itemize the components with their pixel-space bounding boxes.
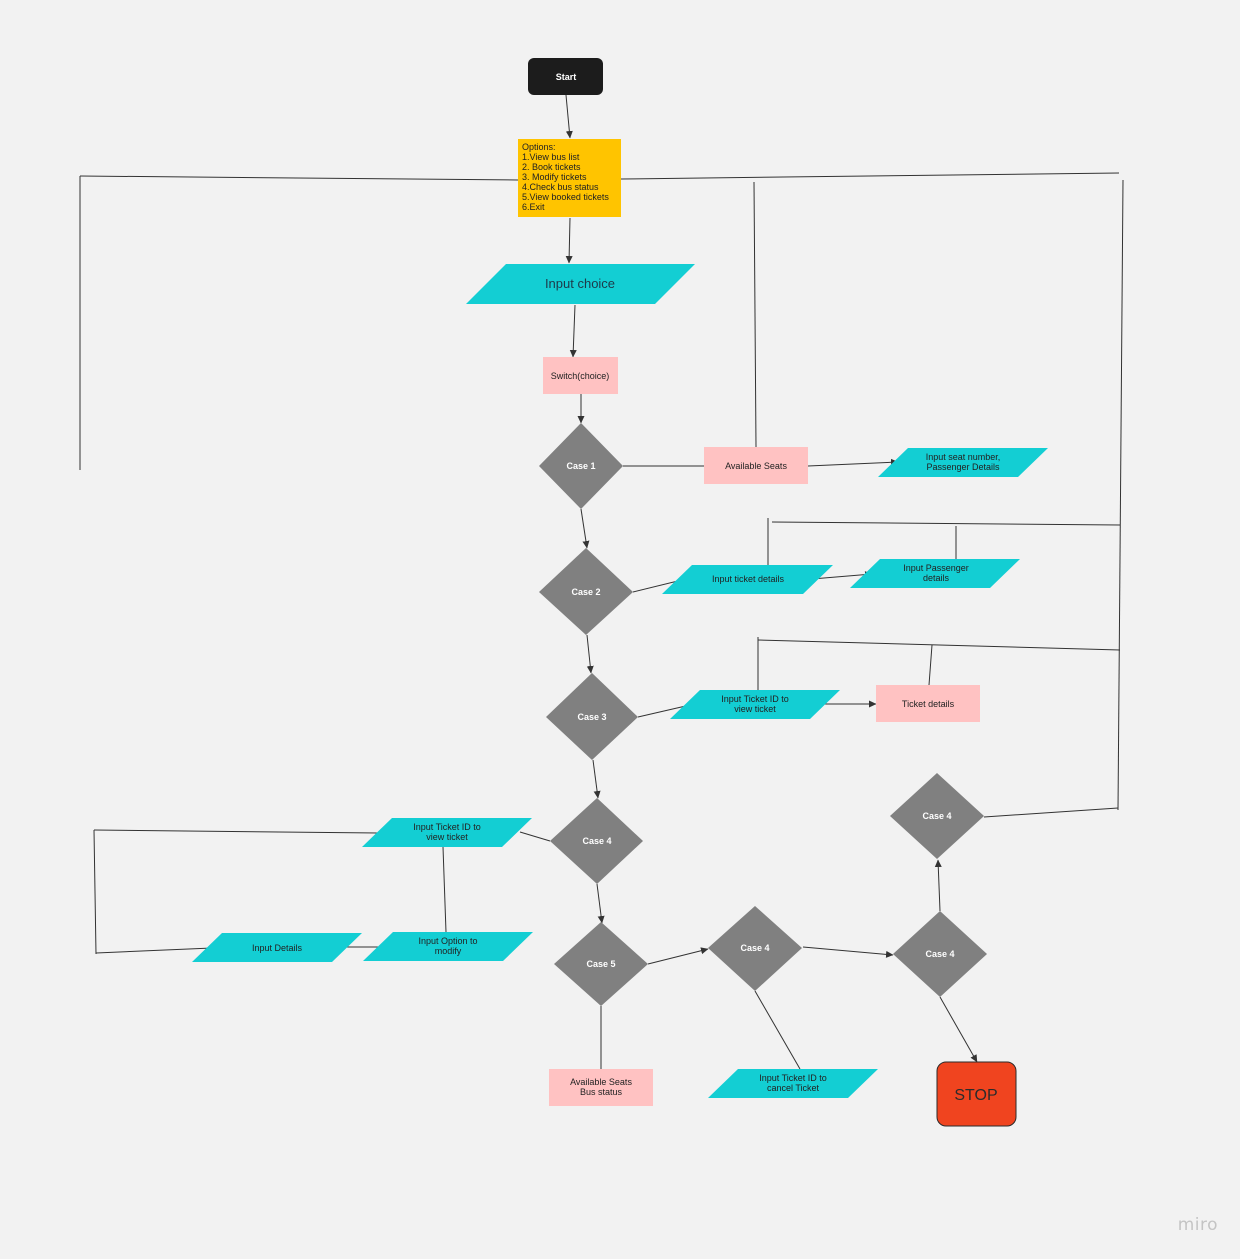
arrow-case4-case5 <box>596 883 605 924</box>
start-label: Start <box>556 72 577 82</box>
arrow-case4c-case4d <box>934 859 942 912</box>
options-line-6: 6.Exit <box>522 202 545 212</box>
input-ticket-id-cancel-label-1: cancel Ticket <box>767 1083 820 1093</box>
case1-label: Case 1 <box>566 461 595 471</box>
case3-decision[interactable]: Case 3 <box>546 673 638 760</box>
input-passenger-label-1: details <box>923 573 950 583</box>
bus-status-label-1: Bus status <box>580 1087 623 1097</box>
arrow-input-switch <box>569 304 577 358</box>
arrow-case4b-case4c <box>802 946 894 958</box>
input-choice-node[interactable]: Input choice <box>466 264 695 304</box>
case3-label: Case 3 <box>577 712 606 722</box>
miro-watermark: miro <box>1177 1215 1218 1235</box>
input-passenger-node[interactable]: Input Passenger details <box>850 559 1020 588</box>
stop-label: STOP <box>954 1087 997 1104</box>
stop-node[interactable]: STOP <box>936 1061 1017 1127</box>
case2-label: Case 2 <box>571 587 600 597</box>
input-details-node[interactable]: Input Details <box>192 933 362 962</box>
line-right-loop-down <box>1117 179 1124 811</box>
options-node[interactable]: Options: 1.View bus list 2. Book tickets… <box>518 139 621 217</box>
case4-main-decision[interactable]: Case 4 <box>550 798 643 884</box>
line-left-loop-vertical <box>93 829 97 955</box>
line-left-input-loop <box>93 829 379 834</box>
input-ticket-id-view-label-1: view ticket <box>734 704 776 714</box>
case4-c-label: Case 4 <box>925 949 954 959</box>
case5-label: Case 5 <box>586 959 615 969</box>
arrow-ticketdetails-passenger <box>811 571 873 580</box>
input-ticket-id-view-label-0: Input Ticket ID to <box>721 694 789 704</box>
case4-d-label: Case 4 <box>922 811 951 821</box>
ticket-details-label: Ticket details <box>902 699 955 709</box>
line-case4-left-input <box>519 831 551 842</box>
available-seats-node[interactable]: Available Seats <box>704 447 808 484</box>
input-ticket-id-left-label-0: Input Ticket ID to <box>413 822 481 832</box>
line-case3-ticketid <box>637 704 691 718</box>
options-line-1: 1.View bus list <box>522 152 580 162</box>
case4-c-decision[interactable]: Case 4 <box>893 911 987 997</box>
arrow-start-options <box>565 94 573 139</box>
available-seats-label: Available Seats <box>725 461 787 471</box>
ticket-details-node[interactable]: Ticket details <box>876 685 980 722</box>
bus-status-label-0: Available Seats <box>570 1077 632 1087</box>
options-line-0: Options: <box>522 142 556 152</box>
input-seat-node[interactable]: Input seat number, Passenger Details <box>878 448 1048 477</box>
input-choice-label: Input choice <box>545 276 615 291</box>
arrow-case5-case4b <box>647 947 709 965</box>
line-top-loop-right <box>620 172 1120 180</box>
arrow-case2-case3 <box>586 634 594 674</box>
case1-decision[interactable]: Case 1 <box>539 423 623 509</box>
case4-b-decision[interactable]: Case 4 <box>708 906 802 991</box>
input-ticket-details-label: Input ticket details <box>712 574 785 584</box>
input-passenger-label-0: Input Passenger <box>903 563 969 573</box>
start-node[interactable]: Start <box>528 58 603 95</box>
arrow-seats-inputseat <box>807 458 899 467</box>
options-line-2: 2. Book tickets <box>522 162 581 172</box>
case5-decision[interactable]: Case 5 <box>554 922 648 1006</box>
case4-d-decision[interactable]: Case 4 <box>890 773 984 859</box>
input-ticket-id-cancel-node[interactable]: Input Ticket ID to cancel Ticket <box>708 1069 878 1098</box>
input-seat-label-1: Passenger Details <box>926 462 1000 472</box>
options-line-5: 5.View booked tickets <box>522 192 609 202</box>
arrow-case1-case2 <box>580 508 590 549</box>
line-top-loop-left <box>79 175 519 181</box>
line-left-input-down <box>442 846 447 933</box>
case4-main-label: Case 4 <box>582 836 611 846</box>
connectors <box>79 94 1124 1070</box>
arrow-case4c-stop <box>939 996 978 1063</box>
bus-status-node[interactable]: Available Seats Bus status <box>549 1069 653 1106</box>
line-case4d-loop <box>983 807 1119 818</box>
input-seat-label-0: Input seat number, <box>926 452 1001 462</box>
line-case2-loop <box>771 521 1121 526</box>
case4-b-label: Case 4 <box>740 943 769 953</box>
input-option-modify-node[interactable]: Input Option to modify <box>363 932 533 961</box>
arrow-case3-case4 <box>592 759 601 799</box>
line-details-loop <box>95 947 213 954</box>
line-seats-up <box>753 181 757 448</box>
input-option-modify-label-0: Input Option to <box>418 936 477 946</box>
switch-label: Switch(choice) <box>551 371 610 381</box>
case2-decision[interactable]: Case 2 <box>539 548 633 635</box>
input-ticket-id-left-label-1: view ticket <box>426 832 468 842</box>
options-line-3: 3. Modify tickets <box>522 172 587 182</box>
input-option-modify-label-1: modify <box>435 946 462 956</box>
line-case4b-cancel <box>754 990 801 1070</box>
input-ticket-id-cancel-label-0: Input Ticket ID to <box>759 1073 827 1083</box>
input-ticket-details-node[interactable]: Input ticket details <box>662 565 833 594</box>
input-ticket-id-view-node[interactable]: Input Ticket ID to view ticket <box>670 690 840 719</box>
line-case3-loop <box>757 639 1121 651</box>
options-line-4: 4.Check bus status <box>522 182 599 192</box>
input-ticket-id-left-node[interactable]: Input Ticket ID to view ticket <box>362 818 532 847</box>
input-details-label: Input Details <box>252 943 303 953</box>
switch-node[interactable]: Switch(choice) <box>543 357 618 394</box>
arrow-options-input <box>565 217 573 264</box>
line-ticketdetails-up2 <box>928 644 933 686</box>
